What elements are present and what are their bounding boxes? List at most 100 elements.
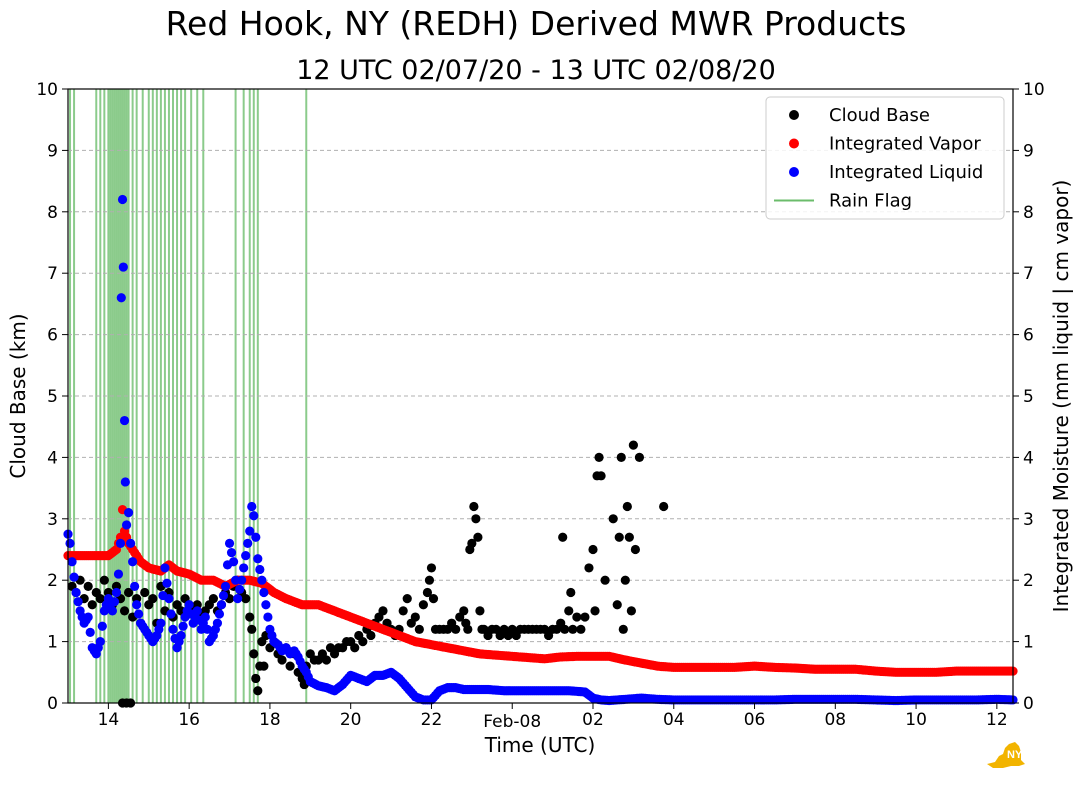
cloud-base-point bbox=[659, 501, 669, 512]
cloud-base-point bbox=[618, 624, 628, 634]
cloud-base-legend-marker bbox=[789, 110, 799, 120]
cloud-base-point bbox=[600, 575, 610, 585]
integrated-liquid-point bbox=[117, 194, 128, 205]
cloud-base-point bbox=[469, 501, 479, 512]
integrated-liquid-point bbox=[212, 618, 223, 628]
y2-tick-label: 5 bbox=[1023, 387, 1034, 407]
y2-tick-label: 10 bbox=[1023, 80, 1045, 100]
cloud-base-point bbox=[95, 594, 105, 604]
y-tick-label: 9 bbox=[47, 141, 58, 161]
integrated-liquid-point bbox=[120, 477, 130, 487]
y-tick-label: 2 bbox=[47, 571, 58, 591]
cloud-base-point bbox=[251, 673, 261, 684]
cloud-base-point bbox=[580, 612, 590, 622]
y2-tick-label: 1 bbox=[1023, 633, 1034, 653]
integrated-liquid-point bbox=[130, 581, 140, 591]
cloud-base-point bbox=[459, 606, 469, 616]
y2-tick-label: 6 bbox=[1023, 326, 1034, 346]
integrated-liquid-point bbox=[162, 578, 172, 588]
integrated-liquid-point bbox=[178, 621, 188, 631]
cloud-base-legend-label: Cloud Base bbox=[829, 105, 930, 126]
chart-title: Red Hook, NY (REDH) Derived MWR Products bbox=[165, 4, 907, 43]
cloud-base-point bbox=[418, 600, 428, 610]
cloud-base-point bbox=[471, 514, 481, 524]
y2-axis-ticks: 0 1 2 3 4 5 6 7 8 9 10 bbox=[1013, 80, 1045, 714]
cloud-base-point bbox=[634, 452, 645, 462]
y-axis-ticks: 0 1 2 3 4 5 6 7 8 9 10 bbox=[36, 80, 68, 714]
cloud-base-point bbox=[616, 452, 626, 462]
cloud-base-point bbox=[249, 649, 259, 659]
integrated-liquid-point bbox=[121, 520, 132, 530]
integrated-liquid-point bbox=[164, 594, 174, 604]
integrated-liquid-point bbox=[216, 600, 227, 610]
integrated-liquid-legend-marker bbox=[789, 167, 799, 177]
y2-axis-label: Integrated Moisture (mm liquid | cm vapo… bbox=[1049, 180, 1073, 613]
cloud-base-point bbox=[414, 624, 424, 634]
y2-tick-label: 0 bbox=[1023, 694, 1034, 714]
integrated-liquid-point bbox=[71, 587, 81, 598]
x-axis-ticks: 14 16 18 20 22 Feb-08 02 04 06 08 10 12 bbox=[98, 703, 1008, 732]
x-tick-label: 06 bbox=[744, 710, 766, 730]
cloud-base-point bbox=[123, 587, 134, 598]
cloud-base-point bbox=[594, 452, 604, 462]
y-tick-label: 5 bbox=[47, 387, 58, 407]
cloud-base-point bbox=[428, 594, 439, 604]
integrated-liquid-point bbox=[116, 293, 126, 303]
cloud-base-point bbox=[87, 600, 97, 610]
rain-flag-legend-label: Rain Flag bbox=[829, 191, 912, 212]
integrated-liquid-point bbox=[83, 612, 93, 622]
y-axis-label: Cloud Base (km) bbox=[6, 313, 30, 478]
cloud-base-point bbox=[624, 532, 634, 542]
integrated-liquid-point bbox=[247, 501, 257, 512]
cloud-base-point bbox=[475, 606, 485, 616]
cloud-base-point bbox=[119, 606, 130, 616]
nys-mesonet-logo: NYS Mesonet bbox=[985, 738, 1077, 772]
cloud-base-point bbox=[398, 606, 408, 616]
x-tick-label: 08 bbox=[824, 710, 846, 730]
cloud-base-point bbox=[614, 532, 624, 542]
cloud-base-point bbox=[560, 624, 570, 634]
legend-box bbox=[765, 96, 1005, 220]
integrated-liquid-point bbox=[241, 551, 251, 561]
integrated-liquid-point bbox=[237, 575, 247, 585]
integrated-liquid-point bbox=[166, 609, 176, 619]
integrated-liquid-point bbox=[176, 630, 186, 641]
y-tick-label: 7 bbox=[47, 264, 58, 284]
y2-tick-label: 9 bbox=[1023, 141, 1034, 161]
integrated-liquid-point bbox=[243, 538, 253, 548]
y-tick-label: 8 bbox=[47, 203, 58, 223]
integrated-liquid-point bbox=[128, 557, 138, 567]
cloud-base-point bbox=[259, 661, 269, 671]
cloud-base-point bbox=[630, 544, 641, 555]
integrated-vapor-legend-marker bbox=[789, 138, 799, 149]
cloud-base-point bbox=[566, 587, 576, 598]
cloud-base-point bbox=[358, 637, 368, 647]
x-tick-label: Feb-08 bbox=[483, 712, 541, 732]
integrated-liquid-point bbox=[160, 563, 170, 573]
x-axis-label: Time (UTC) bbox=[484, 733, 596, 757]
integrated-liquid-point bbox=[134, 609, 144, 619]
integrated-liquid-point bbox=[255, 564, 265, 575]
x-tick-label: 02 bbox=[582, 710, 604, 730]
cloud-base-point bbox=[422, 587, 433, 598]
y2-tick-label: 7 bbox=[1023, 264, 1034, 284]
integrated-liquid-point bbox=[235, 584, 245, 595]
x-tick-label: 12 bbox=[986, 710, 1008, 730]
integrated-liquid-point bbox=[200, 612, 210, 622]
x-tick-label: 04 bbox=[663, 710, 685, 730]
integrated-liquid-point bbox=[214, 609, 225, 619]
integrated-liquid-point bbox=[249, 511, 259, 521]
integrated-liquid-point bbox=[109, 597, 120, 607]
cloud-base-point bbox=[99, 575, 109, 585]
cloud-base-point bbox=[608, 514, 618, 524]
y-tick-label: 0 bbox=[47, 694, 58, 714]
integrated-liquid-point bbox=[239, 563, 249, 573]
cloud-base-point bbox=[463, 624, 473, 634]
integrated-liquid-point bbox=[224, 538, 235, 548]
y2-tick-label: 4 bbox=[1023, 448, 1034, 468]
integrated-liquid-point bbox=[156, 618, 166, 628]
integrated-liquid-point bbox=[263, 612, 273, 622]
cloud-base-point bbox=[402, 594, 412, 604]
integrated-liquid-point bbox=[251, 532, 261, 542]
